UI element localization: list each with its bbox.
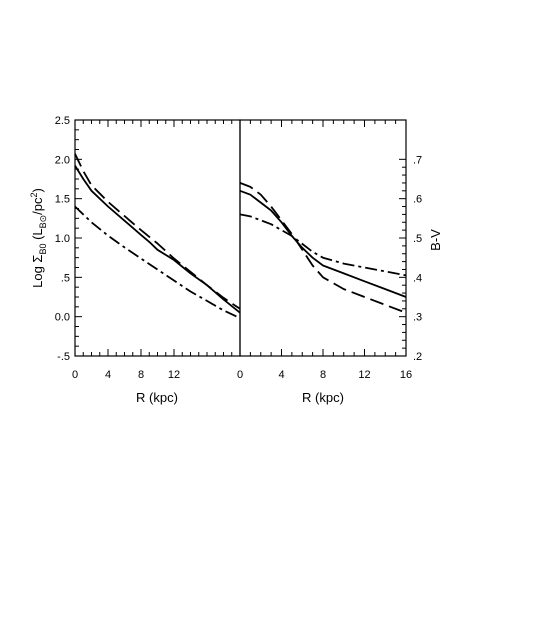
right-y-tick-label: .3 [413,312,422,324]
right-y-tick-label: .2 [413,351,422,363]
ylabel-sub2: B⊙ [38,215,48,229]
ylabel-close: ) [30,188,45,192]
left-x-axis-label: R (kpc) [136,390,178,405]
left-y-tick-label: 2.5 [55,115,70,127]
right-x-tick-label: 16 [400,369,412,381]
right-curve-group [239,182,407,314]
left-y-axis-label: Log ΣB0 (LB⊙/pc2) [29,188,48,288]
left-y-tick-label: -.5 [57,351,70,363]
right-series-dashed-line [239,182,407,314]
right-y-tick-label: .5 [413,233,422,245]
right-y-axis-label: B-V [428,229,443,251]
left-series-dashed-line [74,153,241,310]
ylabel-sub1: B0 [38,244,48,255]
left-x-tick-label: 8 [138,369,144,381]
left-x-tick-label: 4 [105,369,111,381]
right-x-tick-label: 0 [237,369,243,381]
left-x-tick-label: 0 [72,369,78,381]
right-series-dashdot-line [239,213,407,277]
right-x-tick-label: 12 [358,369,370,381]
right-x-tick-label: 8 [320,369,326,381]
left-panel: -.50.0.51.01.52.02.50 4 8 12 R (kpc) Log ΣB… [29,115,241,405]
right-x-tick-label: 4 [278,369,284,381]
right-tick-group: .2 .3 .4 .5 .6 .7 0 4 8 12 16 [237,120,422,381]
left-x-tick-label: 12 [168,369,180,381]
left-y-tick-label: 1.5 [55,194,70,206]
ylabel-end: /pc [30,197,45,215]
left-y-tick-label: 1.0 [55,233,70,245]
ylabel-base: Log Σ [30,255,45,288]
left-curve-group [74,153,241,320]
right-y-tick-label: .4 [413,272,422,284]
left-y-tick-label: 2.0 [55,154,70,166]
left-y-tick-label: .5 [61,272,70,284]
left-tick-group: -.5 0.0 .5 1.0 1.5 2.0 2.5 0 4 8 12 [55,115,241,381]
left-series-dashdot-line [74,205,241,320]
right-y-tick-label: .7 [413,154,422,166]
left-y-tick-label: 0.0 [55,312,70,324]
right-x-axis-label: R (kpc) [302,390,344,405]
right-series-solid-line [239,189,407,298]
ylabel-sup: 2 [29,192,39,197]
ylabel-mid: (L [30,228,45,243]
right-y-tick-label: .6 [413,194,422,206]
right-panel: .2 .3 .4 .5 .6 .7 0 4 8 12 16 R (kpc) B-V [237,119,443,405]
